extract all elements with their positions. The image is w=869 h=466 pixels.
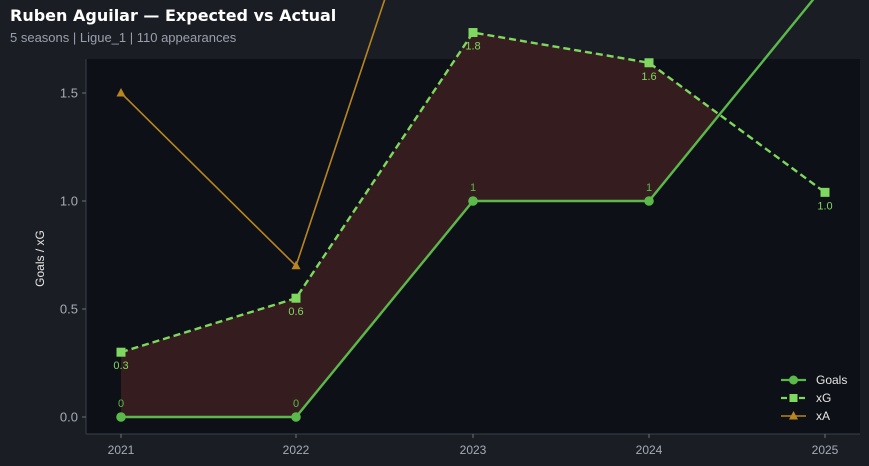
point-xa — [116, 88, 126, 97]
series-line-xa — [120, 0, 386, 268]
point-goals — [116, 412, 126, 422]
data-label-xg: 0.6 — [288, 306, 303, 318]
y-tick-label: 0.0 — [60, 410, 78, 425]
legend-marker-goals — [789, 375, 798, 385]
y-tick-label: 0.5 — [60, 302, 78, 317]
point-xg — [116, 347, 126, 357]
x-tick-label: 2024 — [636, 443, 663, 457]
data-label-goals: 0 — [118, 398, 124, 410]
data-label-xg: 1.8 — [465, 41, 480, 53]
data-label-xg: 1.6 — [641, 71, 656, 83]
point-xa — [291, 260, 301, 270]
legend-marker-xa — [789, 411, 798, 420]
y-axis-label: Goals / xG — [33, 230, 47, 287]
point-xg — [291, 293, 301, 303]
data-label-goals: 1 — [646, 182, 652, 194]
point-xg — [468, 28, 478, 38]
y-tick-label: 1.5 — [60, 86, 78, 101]
point-xg — [644, 58, 654, 68]
chart-title: Ruben Aguilar — Expected vs Actual — [10, 6, 337, 25]
series-line-xg — [120, 31, 826, 354]
x-tick-label: 2021 — [108, 443, 135, 457]
point-goals — [291, 412, 301, 422]
x-tick-label: 2023 — [460, 443, 487, 457]
legend-marker-xg — [789, 394, 798, 402]
data-label-goals: 0 — [293, 398, 299, 410]
point-goals — [644, 196, 654, 206]
data-label-xg: 0.3 — [113, 360, 128, 372]
point-goals — [468, 196, 478, 206]
legend-label-goals: Goals — [816, 373, 847, 387]
data-label-xg: 1.0 — [817, 200, 832, 212]
chart-subtitle: 5 seasons | Ligue_1 | 110 appearances — [10, 30, 237, 45]
underperformance-area — [121, 32, 720, 418]
x-tick-label: 2025 — [812, 443, 839, 457]
legend-label-xa: xA — [816, 409, 830, 423]
x-tick-label: 2022 — [283, 443, 310, 457]
point-xg — [820, 187, 830, 197]
y-tick-label: 1.0 — [60, 194, 78, 209]
legend-label-xg: xG — [816, 391, 831, 405]
data-label-goals: 1 — [470, 182, 476, 194]
